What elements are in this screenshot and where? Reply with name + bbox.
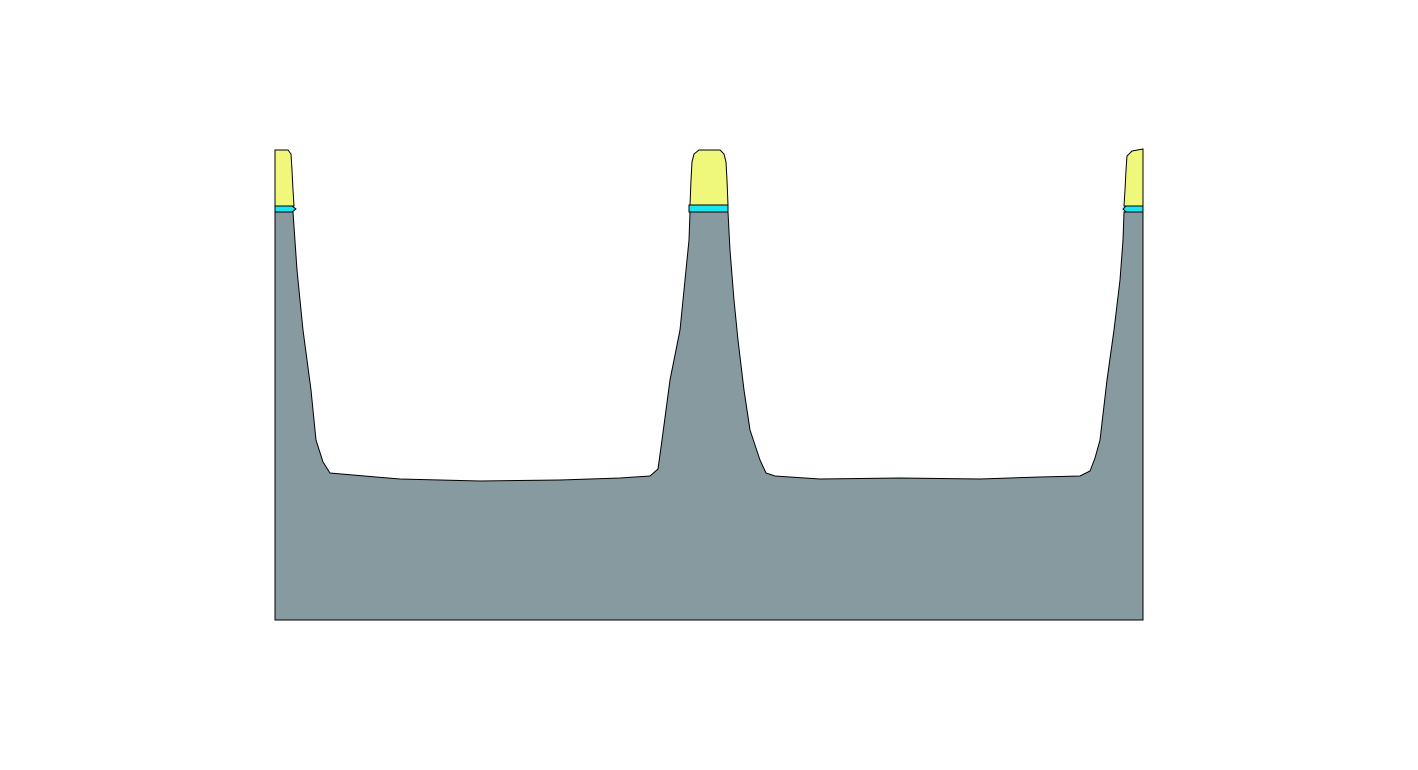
hardmask-right: [1123, 148, 1144, 207]
hardmask-left: [274, 149, 295, 207]
pad-layer-right: [1122, 205, 1144, 213]
substrate: [274, 211, 1144, 621]
pad-layer-left: [274, 205, 297, 213]
hardmask-center: [689, 149, 729, 206]
pad-layer-center: [688, 204, 729, 213]
